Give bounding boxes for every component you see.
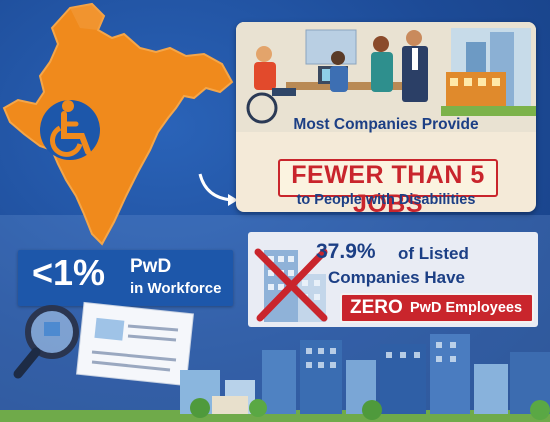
wheelchair-icon (49, 100, 91, 157)
pwd-label: PwD (130, 256, 172, 277)
pwd-employees-label: PwD Employees (410, 300, 523, 316)
listed-companies-card: 37.9% of Listed Companies Have ZERO PwD … (248, 232, 538, 327)
listed-line2: Companies Have (328, 268, 465, 287)
pwd-percentage: <1% (32, 252, 106, 293)
fewer-jobs-banner (278, 159, 498, 197)
pwd-workforce-badge: <1% PwD in Workforce (18, 250, 233, 306)
zero-label: ZERO (350, 297, 403, 318)
zero-pwd-banner: ZERO PwD Employees (340, 293, 534, 323)
crossed-building-icon (254, 248, 328, 322)
top-card: Most Companies Provide FEWER THAN 5 JOBS… (236, 22, 536, 212)
headline-line3: to People with Disabilities (296, 192, 476, 208)
pwd-sublabel: in Workforce (130, 280, 222, 297)
office-scene-illustration (236, 22, 536, 132)
headline-line1: Most Companies Provide (293, 116, 479, 133)
city-skyline-illustration (0, 334, 550, 422)
listed-percentage: 37.9% (316, 240, 376, 263)
curved-arrow-icon (198, 173, 238, 206)
listed-line1-rest: of Listed (398, 244, 469, 263)
resume-document-icon (75, 301, 195, 387)
headline-highlight: FEWER THAN 5 JOBS (291, 161, 485, 212)
magnifying-glass-icon (13, 305, 79, 379)
india-map-icon (2, 2, 234, 246)
